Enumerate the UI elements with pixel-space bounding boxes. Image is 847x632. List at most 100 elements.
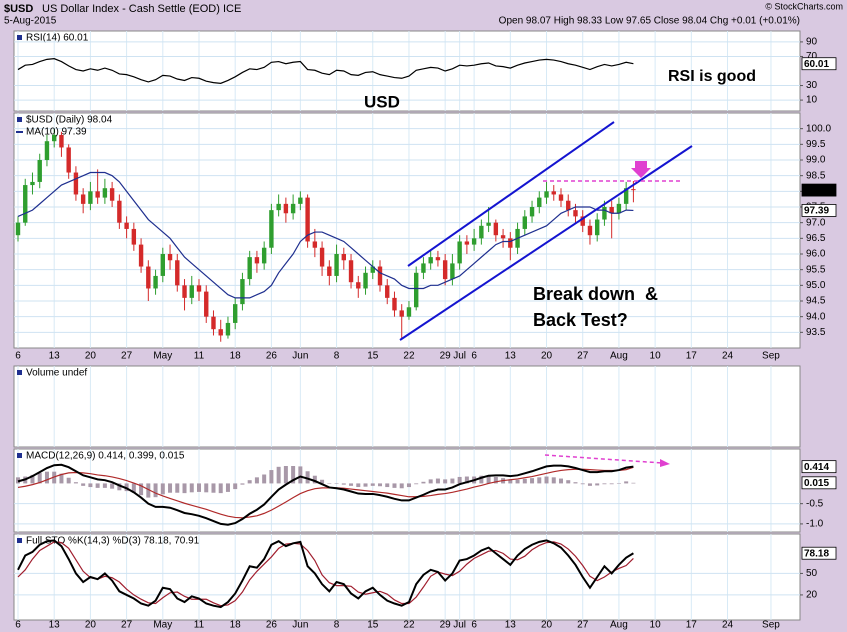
y-tick-label: 96.5 (806, 233, 826, 244)
candle-body (471, 238, 477, 245)
panel-title: Full STO %K(14,3) %D(3) 78.18, 70.91 (26, 536, 200, 547)
candle-body (44, 141, 50, 160)
x-tick-label: 11 (194, 351, 205, 362)
candle-body (102, 188, 108, 198)
histogram-bar (66, 477, 71, 484)
candle-body (334, 254, 339, 276)
line (17, 541, 634, 607)
histogram-bar (609, 483, 614, 485)
x-tick-label: 6 (471, 351, 477, 362)
y-tick-label: 96.0 (806, 249, 826, 260)
candle-body (493, 222, 499, 236)
panel (13, 448, 801, 533)
panel (13, 533, 801, 621)
candle-body (167, 254, 173, 261)
y-tick-label: 98.5 (806, 170, 826, 181)
x-tick-label: 29 (440, 620, 452, 631)
histogram-bar (356, 483, 361, 488)
x-tick-label: May (153, 351, 172, 362)
candle-body (500, 235, 506, 239)
y-tick-label: 90 (806, 37, 818, 48)
y-tick-label: 20 (806, 590, 818, 601)
x-tick-label: 15 (367, 620, 379, 631)
candle-body (377, 266, 383, 286)
title-icon (17, 538, 22, 543)
candle-body (544, 191, 549, 198)
symbol: $USD (4, 3, 33, 15)
histogram-bar (370, 483, 375, 486)
candle-body (189, 285, 194, 298)
histogram-bar (573, 482, 578, 484)
candle-body (153, 275, 158, 289)
y-tick-label: -0.5 (806, 498, 824, 509)
y-tick-label: 93.5 (806, 327, 826, 338)
histogram-bar (139, 483, 144, 496)
histogram-bar (530, 478, 535, 484)
x-tick-label: 18 (230, 351, 242, 362)
histogram-bar (327, 483, 332, 484)
x-tick-label: Aug (610, 351, 628, 362)
candle-body (196, 285, 202, 292)
x-tick-label: 27 (121, 351, 133, 362)
x-tick-label: 24 (722, 351, 734, 362)
histogram-bar (450, 478, 455, 484)
candle-body (312, 241, 318, 248)
histogram-bar (117, 483, 122, 491)
histogram-bar (233, 483, 238, 490)
histogram-bar (428, 479, 433, 484)
histogram-bar (363, 483, 368, 487)
y-tick-label: 99.5 (806, 139, 826, 150)
value-box (801, 546, 837, 560)
candle-body (457, 241, 462, 264)
candle-body (261, 247, 267, 264)
histogram-bar (537, 477, 542, 484)
histogram-bar (110, 483, 115, 489)
candle-body (587, 225, 593, 236)
annotations: RSI is good USD Break down & Back Test? (364, 68, 756, 467)
histogram-bar (59, 473, 64, 484)
x-tick-label: 10 (650, 620, 662, 631)
histogram-bar (631, 482, 636, 484)
x-tick-label: 18 (230, 620, 242, 631)
candle-body (276, 203, 281, 211)
histogram-bar (254, 477, 259, 484)
x-tick-label: Jun (292, 351, 308, 362)
histogram-bar (240, 483, 245, 485)
x-tick-label: Jul (453, 620, 466, 631)
candle-body (442, 260, 448, 280)
candle-body (37, 160, 42, 182)
histogram-bar (559, 478, 563, 484)
value-box (801, 57, 837, 71)
candle-body (435, 257, 441, 261)
histogram-bar (493, 476, 498, 484)
panel-title: Volume undef (26, 368, 87, 379)
histogram-bar (486, 475, 491, 484)
histogram-bar (580, 483, 585, 485)
histogram-bar (341, 483, 346, 485)
histogram-bar (414, 483, 419, 485)
histogram-bar (616, 483, 621, 484)
y-tick-label: 30 (806, 80, 818, 91)
histogram-bar (385, 483, 390, 488)
y-tick-label: 50 (806, 568, 818, 579)
histogram-bar (399, 483, 404, 489)
instrument-name: US Dollar Index - Cash Settle (EOD) ICE (42, 3, 241, 15)
panel (13, 365, 801, 448)
candle-body (117, 200, 122, 223)
histogram-bar (262, 474, 267, 484)
histogram-bar (464, 476, 469, 484)
candle-body (595, 219, 600, 236)
y-tick-label: 95.5 (806, 264, 826, 275)
candle-body (95, 191, 100, 198)
x-tick-label: 27 (121, 620, 133, 631)
y-tick-label: 100.0 (806, 123, 831, 134)
candle-body (211, 316, 216, 330)
x-tick-label: 8 (334, 620, 340, 631)
candle-body (558, 194, 564, 201)
x-tick-label: 20 (541, 351, 553, 362)
title-icon (17, 370, 22, 375)
histogram-bar (566, 480, 571, 484)
panel-title: $USD (Daily) 98.04 (26, 115, 113, 126)
candle-body (240, 279, 245, 305)
candle-body (298, 197, 303, 204)
